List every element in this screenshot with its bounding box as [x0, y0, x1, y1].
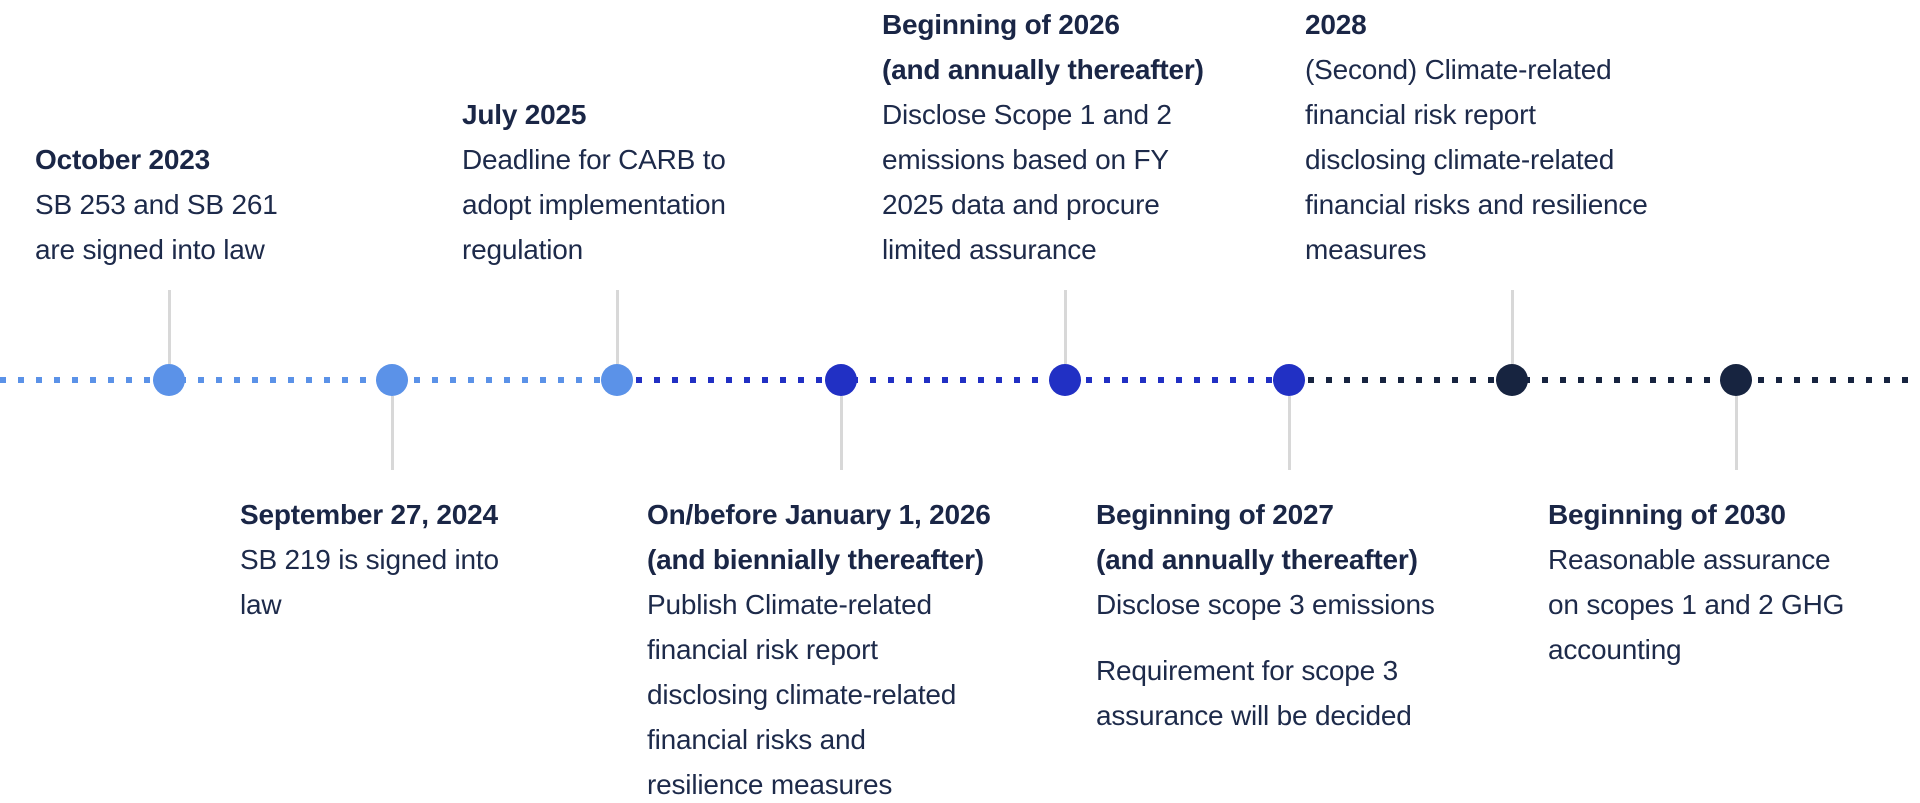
milestone-title: (and annually thereafter) [882, 54, 1204, 85]
milestone-card-july-2025: July 2025 Deadline for CARB to adopt imp… [462, 92, 726, 272]
milestone-text-line: financial risks and [647, 724, 866, 755]
connector-beginning-2026 [1064, 290, 1067, 364]
timeline-segment-royal-blue [618, 377, 1290, 383]
milestone-card-january-2026: On/before January 1, 2026 (and bienniall… [647, 492, 991, 803]
connector-beginning-2030 [1735, 396, 1738, 470]
milestone-title: July 2025 [462, 99, 587, 130]
milestone-text-line: accounting [1548, 634, 1682, 665]
milestone-text-line: Deadline for CARB to [462, 144, 726, 175]
connector-january-2026 [840, 396, 843, 470]
milestone-text-line: Requirement for scope 3 [1096, 655, 1399, 686]
timeline-segment-navy [1290, 377, 1920, 383]
milestone-card-september-2024: September 27, 2024 SB 219 is signed into… [240, 492, 499, 627]
milestone-text-line: financial risks and resilience [1305, 189, 1648, 220]
milestone-text-line: disclosing climate-related [647, 679, 957, 710]
connector-beginning-2027 [1288, 396, 1291, 470]
milestone-text-line: measures [1305, 234, 1427, 265]
milestone-dot-october-2023 [153, 364, 185, 396]
milestone-dot-january-2026 [825, 364, 857, 396]
milestone-title: Beginning of 2027 [1096, 499, 1334, 530]
milestone-dot-beginning-2027 [1273, 364, 1305, 396]
milestone-title: September 27, 2024 [240, 499, 498, 530]
milestone-card-october-2023: October 2023 SB 253 and SB 261 are signe… [35, 137, 278, 272]
connector-july-2025 [616, 290, 619, 364]
milestone-text-line: Disclose scope 3 emissions [1096, 589, 1435, 620]
connector-october-2023 [168, 290, 171, 364]
milestone-text-line: SB 253 and SB 261 [35, 189, 278, 220]
connector-september-2024 [391, 396, 394, 470]
milestone-card-beginning-2030: Beginning of 2030 Reasonable assurance o… [1548, 492, 1844, 672]
milestone-title: Beginning of 2030 [1548, 499, 1786, 530]
milestone-text-line: resilience measures [647, 769, 893, 800]
milestone-text-line: Reasonable assurance [1548, 544, 1831, 575]
milestone-text-line: Disclose Scope 1 and 2 [882, 99, 1172, 130]
milestone-text-line: limited assurance [882, 234, 1097, 265]
timeline-segment-light-blue [0, 377, 618, 383]
milestone-text-line: emissions based on FY [882, 144, 1169, 175]
milestone-text-line: on scopes 1 and 2 GHG [1548, 589, 1845, 620]
milestone-text-line: Publish Climate-related [647, 589, 932, 620]
milestone-text-line: financial risk report [647, 634, 878, 665]
milestone-title: 2028 [1305, 9, 1367, 40]
milestone-text-line: SB 219 is signed into [240, 544, 499, 575]
milestone-text-line: law [240, 589, 282, 620]
milestone-title: Beginning of 2026 [882, 9, 1120, 40]
milestone-text-line: 2025 data and procure [882, 189, 1160, 220]
milestone-text-line: regulation [462, 234, 583, 265]
milestone-dot-september-2024 [376, 364, 408, 396]
milestone-text-line: are signed into law [35, 234, 265, 265]
milestone-text-line: assurance will be decided [1096, 700, 1412, 731]
milestone-dot-2028 [1496, 364, 1528, 396]
connector-2028 [1511, 290, 1514, 364]
milestone-title: (and annually thereafter) [1096, 544, 1418, 575]
milestone-card-2028: 2028 (Second) Climate-related financial … [1305, 2, 1648, 272]
milestone-text-line: (Second) Climate-related [1305, 54, 1612, 85]
milestone-dot-beginning-2026 [1049, 364, 1081, 396]
milestone-dot-july-2025 [601, 364, 633, 396]
milestone-title: (and biennially thereafter) [647, 544, 984, 575]
milestone-dot-beginning-2030 [1720, 364, 1752, 396]
milestone-text-line: financial risk report [1305, 99, 1536, 130]
milestone-title: On/before January 1, 2026 [647, 499, 991, 530]
milestone-text-line: adopt implementation [462, 189, 726, 220]
milestone-text-line: disclosing climate-related [1305, 144, 1615, 175]
milestone-card-beginning-2027: Beginning of 2027 (and annually thereaft… [1096, 492, 1435, 738]
milestone-card-beginning-2026: Beginning of 2026 (and annually thereaft… [882, 2, 1204, 272]
milestone-title: October 2023 [35, 144, 211, 175]
